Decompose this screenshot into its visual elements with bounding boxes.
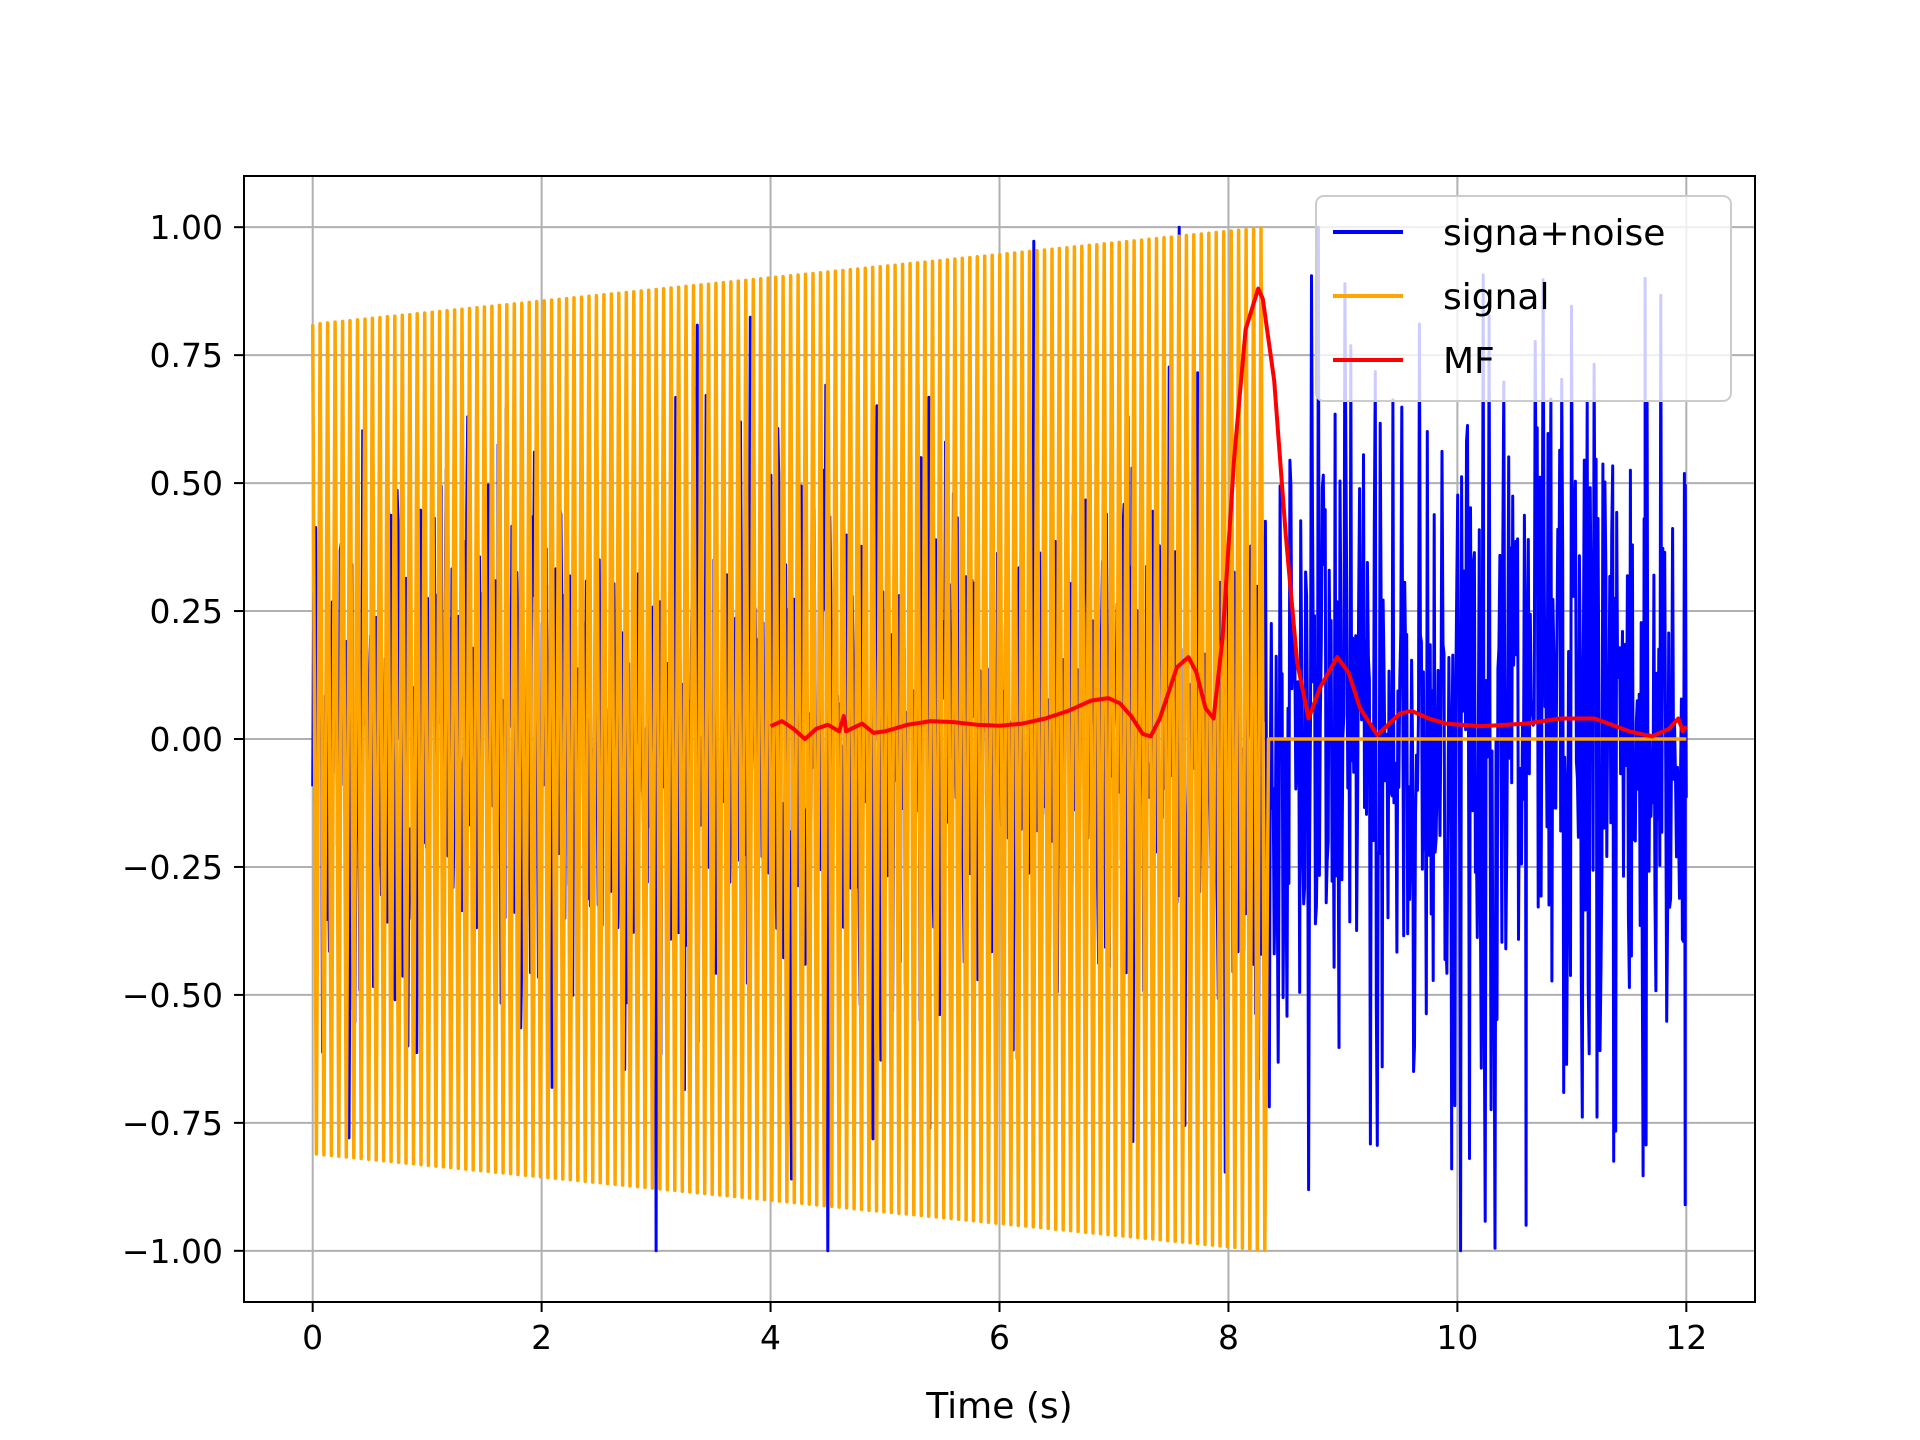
- x-axis-label: Time (s): [925, 1386, 1072, 1427]
- y-tick-label: −0.25: [122, 848, 223, 887]
- x-tick-label: 0: [302, 1318, 323, 1357]
- plot-series: [310, 225, 1688, 1253]
- y-tick-label: 1.00: [150, 208, 223, 247]
- legend-label: signal: [1443, 277, 1550, 318]
- y-tick-label: −0.50: [122, 976, 223, 1015]
- x-tick-label: 10: [1436, 1318, 1478, 1357]
- legend-label: signa+noise: [1443, 213, 1665, 254]
- series-signal-line: [310, 226, 1687, 1253]
- legend-box: [1315, 195, 1732, 402]
- y-tick-label: 0.50: [150, 464, 223, 503]
- x-tick-label: 2: [531, 1318, 552, 1357]
- x-tick-label: 8: [1218, 1318, 1239, 1357]
- y-tick-label: −0.75: [122, 1104, 223, 1143]
- x-tick-label: 6: [989, 1318, 1010, 1357]
- y-tick-label: 0.00: [150, 720, 223, 759]
- legend-label: MF: [1443, 341, 1495, 382]
- x-tick-label: 4: [760, 1318, 781, 1357]
- y-axis: 1.00 0.75 0.50 0.25 0.00 −0.25 −0.50 −0.75 −1.00: [122, 208, 244, 1271]
- series-mf-line: [769, 286, 1688, 741]
- x-tick-label: 12: [1665, 1318, 1707, 1357]
- x-axis: 0 2 4 6 8 10 12: [302, 1302, 1707, 1357]
- y-tick-label: 0.25: [150, 592, 223, 631]
- y-tick-label: −1.00: [122, 1232, 223, 1271]
- y-tick-label: 0.75: [150, 336, 223, 375]
- legend: signa+noise signal MF: [1315, 195, 1732, 402]
